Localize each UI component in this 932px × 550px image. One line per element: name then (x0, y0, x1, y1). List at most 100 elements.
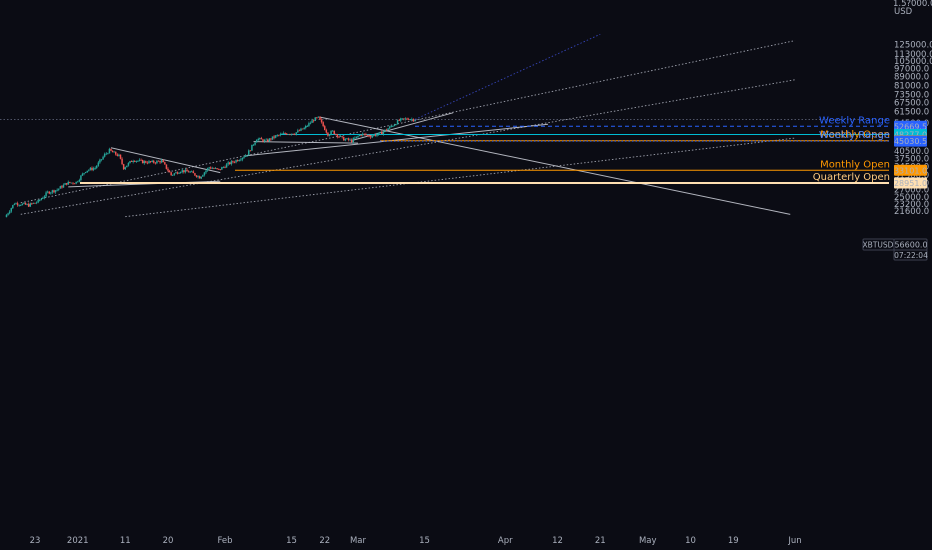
candle-body (265, 139, 267, 141)
candle-body (23, 202, 25, 204)
candle-body (26, 204, 28, 205)
candle-body (281, 133, 283, 135)
candle-body (32, 202, 35, 204)
candle-body (327, 132, 329, 136)
candle-body (396, 120, 399, 125)
candle-body (243, 156, 245, 158)
trendline-march-breakout[interactable] (353, 112, 454, 141)
candle-body (339, 136, 342, 138)
candle-body (371, 135, 373, 138)
x-tick-label: 12 (552, 536, 563, 546)
candle-body (127, 162, 130, 166)
candle-body (108, 148, 111, 154)
candle-body (325, 130, 328, 133)
candle-body (21, 203, 24, 206)
levels-layer (80, 125, 889, 184)
candle-body (149, 161, 152, 163)
candle-body (225, 164, 228, 168)
candle-body (56, 189, 58, 191)
candle-body (130, 161, 133, 163)
trendline-steep-blue[interactable] (414, 33, 601, 120)
candle-body (50, 192, 52, 194)
candle-body (341, 136, 343, 138)
trendline-lower-channel[interactable] (125, 137, 796, 218)
candle-body (141, 159, 144, 164)
candle-body (246, 155, 248, 157)
candle-body (324, 126, 326, 131)
trendline-january-downtrend[interactable] (110, 147, 221, 174)
candle-body (75, 181, 77, 184)
candle-body (80, 175, 82, 180)
candle-body (308, 123, 310, 126)
candle-body (240, 159, 242, 161)
candle-body (138, 159, 141, 161)
candle-body (40, 198, 43, 201)
level-label-2: Monthly Open (820, 130, 890, 141)
trendline-middle-channel[interactable] (20, 79, 796, 215)
candle-body (140, 159, 142, 161)
candle-body (254, 142, 256, 145)
trendline-march-base[interactable] (253, 141, 359, 144)
candle-body (153, 160, 155, 163)
x-tick-label: 19 (728, 536, 739, 546)
candle-body (297, 130, 299, 133)
candle-body (221, 167, 223, 170)
candle-body (217, 168, 220, 170)
candle-body (227, 162, 229, 165)
candle-body (214, 168, 217, 169)
candle-body (259, 138, 261, 139)
trendline-feb-uptrend[interactable] (243, 123, 549, 157)
candle-body (198, 176, 201, 179)
candle-body (270, 138, 272, 140)
candle-body (295, 132, 297, 135)
trendline-upper-channel[interactable] (20, 40, 796, 204)
candle-body (159, 161, 161, 163)
candle-body (107, 153, 109, 155)
candle-body (175, 172, 177, 174)
candle-body (86, 170, 88, 172)
candle-body (369, 136, 372, 138)
candle-body (73, 183, 76, 185)
candle-body (352, 138, 354, 143)
candle-body (347, 138, 350, 141)
candle-body (210, 167, 212, 169)
x-tick-label: 20 (163, 536, 174, 546)
candle-body (45, 192, 47, 197)
candle-body (195, 175, 198, 177)
candle-body (121, 158, 123, 165)
y-tick-label: 37500.0 (894, 154, 929, 164)
price-tag-label-1: 48277.0 (894, 131, 927, 140)
y-tick-label: 97000.0 (894, 64, 929, 74)
candle-body (110, 148, 112, 151)
candle-body (284, 133, 286, 134)
x-axis[interactable]: 23 2021 11 20 Feb 15 22 Mar 15 Apr 12 21 May 10 19 Jun (30, 536, 802, 546)
candle-body (143, 161, 145, 164)
candle-body (206, 168, 209, 171)
candle-body (406, 118, 408, 120)
candle-body (189, 171, 191, 173)
candle-body (287, 134, 290, 136)
candle-body (176, 172, 179, 174)
level-label-4: Monthly Open (820, 159, 890, 170)
candle-body (411, 119, 413, 120)
trendline-long-downtrend[interactable] (319, 116, 791, 215)
candle-body (412, 119, 415, 122)
candle-body (331, 130, 334, 132)
x-tick-label: 21 (595, 536, 606, 546)
candle-body (197, 176, 199, 177)
y-tick-label: 61500.0 (894, 108, 929, 118)
candle-body (358, 134, 361, 137)
candle-body (382, 131, 385, 135)
candle-body (404, 118, 407, 120)
candle-body (83, 172, 85, 174)
candle-body (278, 135, 280, 136)
price-tag-label-3: 45030.5 (894, 137, 927, 146)
candle-body (151, 160, 153, 162)
y-tick-label: 89000.0 (894, 73, 929, 83)
price-tag-bg-3 (894, 135, 927, 147)
candle-body (377, 132, 380, 135)
candle-body (179, 171, 182, 173)
